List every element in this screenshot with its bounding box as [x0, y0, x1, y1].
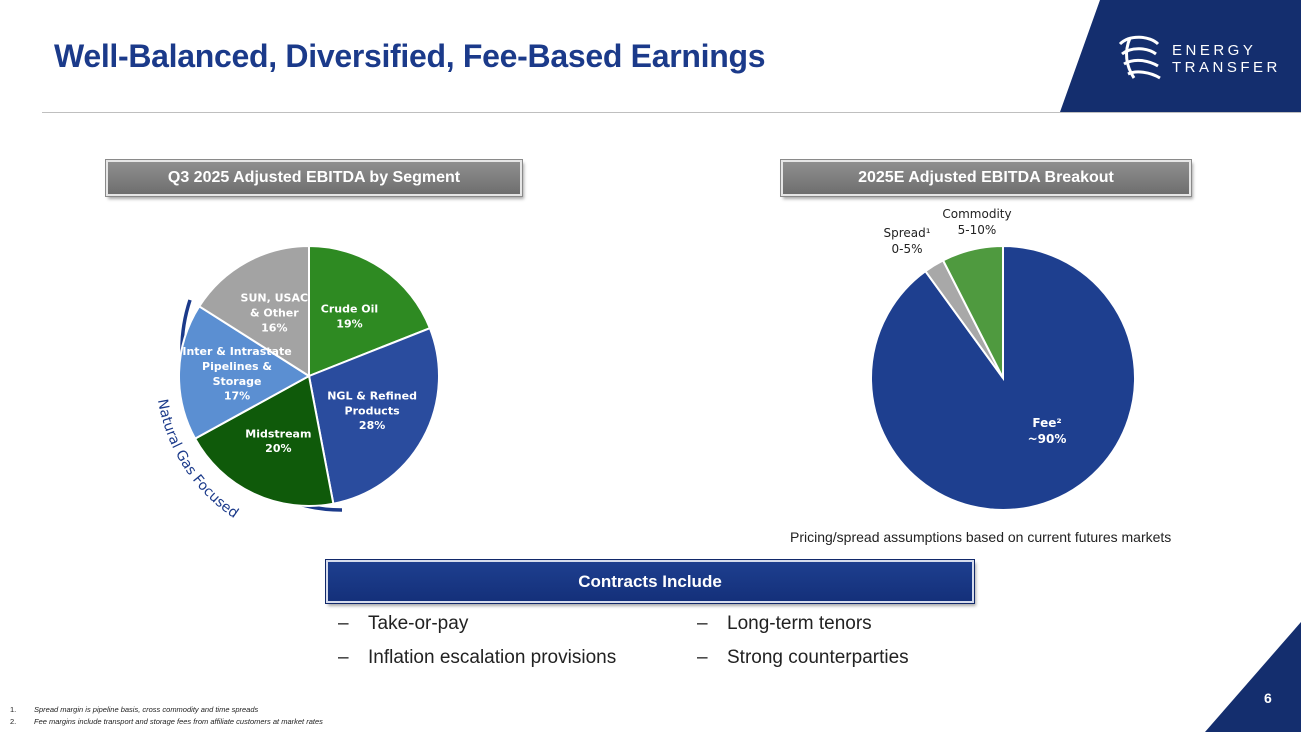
pie-slice-label: Midstream 20%	[245, 427, 311, 455]
pie-label-line: SUN, USAC	[241, 292, 309, 305]
pie-slice-label: Crude Oil 19%	[321, 303, 378, 331]
logo-wordmark: ENERGY TRANSFER	[1172, 42, 1281, 76]
page-number: 6	[1264, 690, 1272, 706]
contract-text: Long-term tenors	[727, 613, 872, 634]
pie-label-line: Storage	[213, 375, 262, 388]
contract-text: Take-or-pay	[368, 613, 469, 634]
pie-slice-label: Spread¹ 0-5%	[883, 226, 930, 256]
pie-slice-label: Fee² ~90%	[1028, 416, 1067, 446]
bullet-dash: –	[697, 613, 708, 634]
pie-label-line: 20%	[265, 442, 291, 455]
pie-slice-label: SUN, USAC & Other 16%	[241, 292, 309, 335]
pie-label-line: 16%	[261, 321, 287, 334]
contract-item: – Inflation escalation provisions	[338, 647, 616, 669]
bullet-dash: –	[697, 647, 708, 668]
title-divider	[42, 112, 1301, 113]
pie-slice	[193, 374, 335, 507]
pie-slice	[178, 304, 311, 440]
pie-slice-label: Inter & Intrastate Pipelines & Storage 17%	[182, 345, 291, 403]
pie-slice-label: Commodity 5-10%	[942, 207, 1011, 237]
energy-transfer-logo-icon	[1118, 35, 1161, 80]
pie-label-line: Fee²	[1032, 416, 1061, 430]
pie-label-line: 17%	[224, 390, 250, 403]
pie-label-line: Crude Oil	[321, 303, 378, 316]
logo-line1: ENERGY	[1172, 42, 1257, 59]
pie-label-line: Midstream	[245, 427, 311, 440]
pie-label-line: 19%	[336, 318, 362, 331]
pie-slice	[307, 326, 440, 505]
contract-item: – Take-or-pay	[338, 613, 468, 635]
pie-label-line: Pipelines &	[202, 360, 272, 373]
assumption-note: Pricing/spread assumptions based on curr…	[790, 529, 1172, 545]
right-chart-header: 2025E Adjusted EBITDA Breakout	[780, 159, 1192, 197]
pie-label-line: & Other	[250, 307, 299, 320]
pie-label-line: 28%	[359, 419, 385, 432]
pie-label-line: Products	[345, 404, 401, 417]
contracts-header: Contracts Include	[325, 559, 975, 604]
pie-label-line: Spread¹	[883, 226, 930, 240]
contract-item: – Long-term tenors	[697, 613, 872, 635]
pie-slice	[197, 244, 310, 378]
pie-slice	[941, 244, 1004, 379]
logo-line2: TRANSFER	[1172, 59, 1281, 76]
pie-label-line: Commodity	[942, 207, 1011, 221]
pie-label-line: NGL & Refined	[327, 390, 417, 403]
page-title: Well-Balanced, Diversified, Fee-Based Ea…	[54, 38, 766, 74]
contract-text: Strong counterparties	[727, 647, 909, 668]
contract-item: – Strong counterparties	[697, 647, 909, 669]
bullet-dash: –	[338, 613, 349, 634]
pie-label-line: Inter & Intrastate	[182, 345, 291, 358]
footnote: 2. Fee margins include transport and stor…	[10, 717, 323, 726]
pie-slice	[308, 244, 432, 378]
logo-banner	[1060, 0, 1301, 112]
bullet-dash: –	[338, 647, 349, 668]
contract-text: Inflation escalation provisions	[368, 647, 617, 668]
pie-label-line: 5-10%	[958, 223, 997, 237]
footnote: 1. Spread margin is pipeline basis, cross…	[10, 705, 259, 714]
pie-slice-label: NGL & Refined Products 28%	[327, 390, 417, 433]
left-chart-header: Q3 2025 Adjusted EBITDA by Segment	[105, 159, 523, 197]
pie-label-line: ~90%	[1028, 432, 1067, 446]
pie-label-line: 0-5%	[891, 242, 922, 256]
